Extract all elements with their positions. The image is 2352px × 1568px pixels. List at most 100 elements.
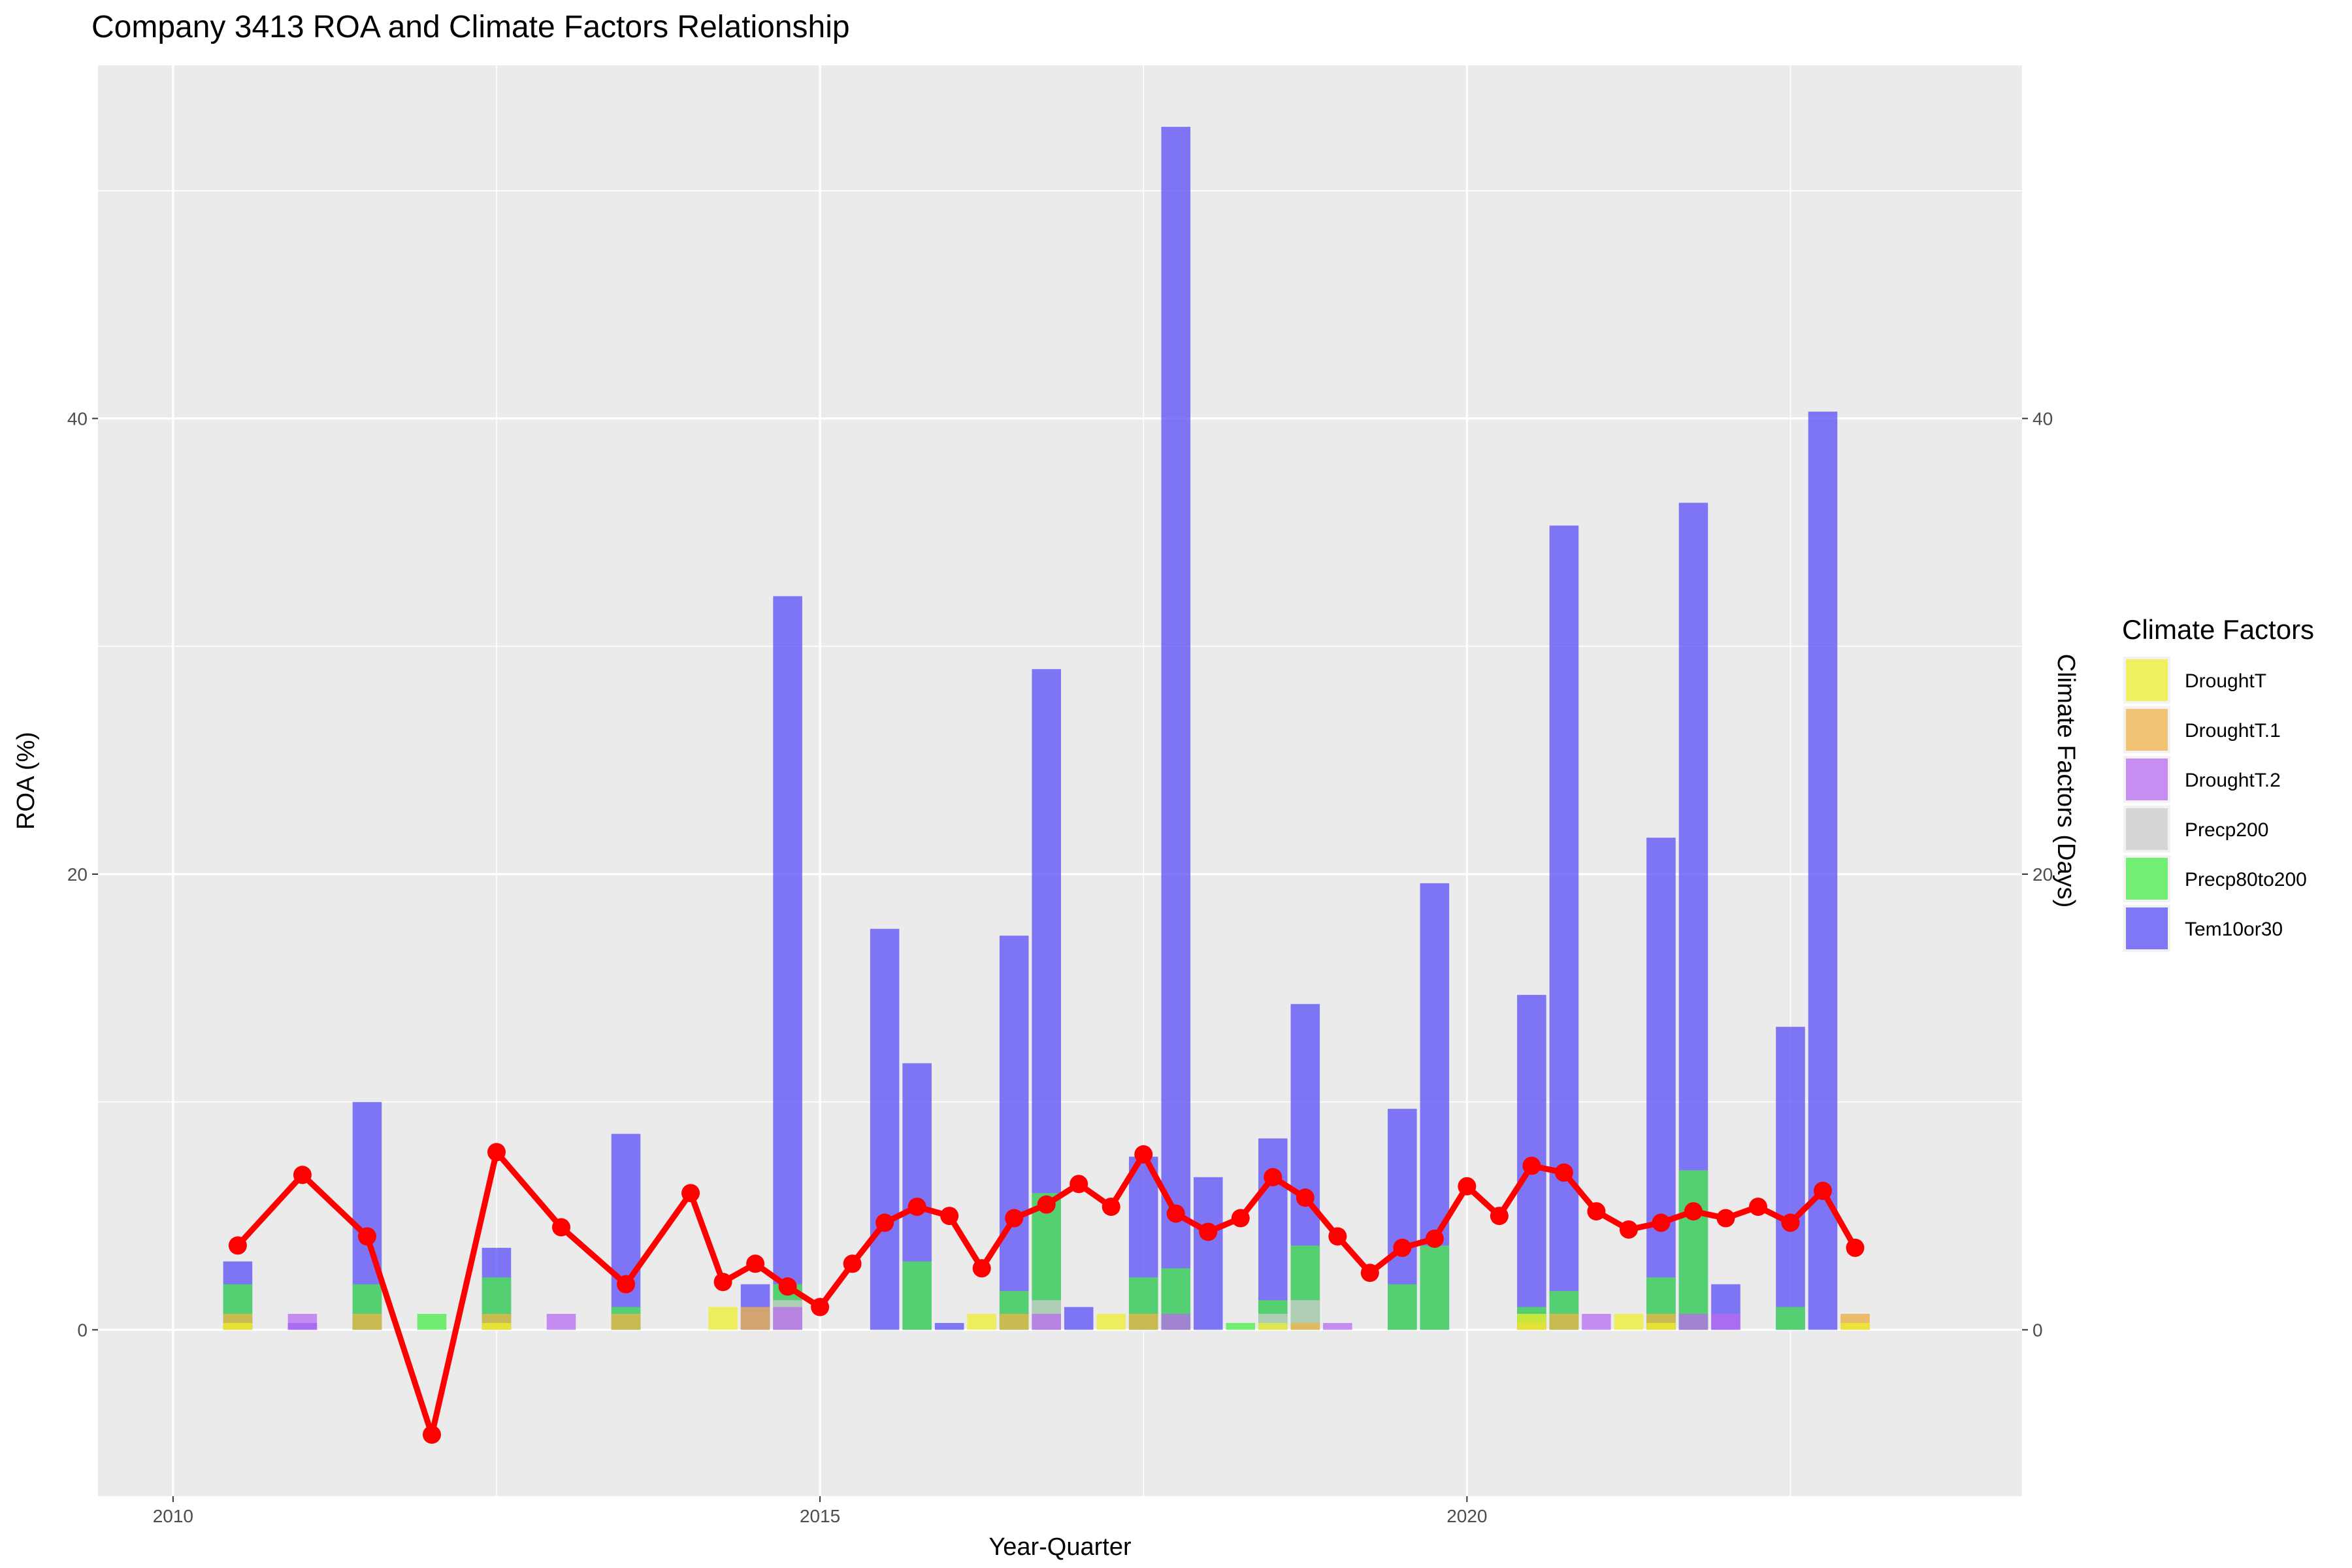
bar-droughtt	[1614, 1314, 1644, 1330]
legend-swatch	[2126, 709, 2168, 751]
roa-point	[1652, 1213, 1671, 1232]
bar-tem10or30	[1646, 838, 1676, 1330]
bar-droughtt	[1646, 1322, 1676, 1330]
roa-point	[1005, 1209, 1024, 1228]
bar-precp80to200	[902, 1261, 932, 1330]
roa-point	[422, 1425, 441, 1444]
roa-point	[617, 1275, 636, 1294]
y-right-axis-title: Climate Factors (Days)	[2052, 654, 2080, 908]
legend-swatch	[2126, 659, 2168, 701]
bar-droughtt-2	[1032, 1314, 1061, 1330]
legend-swatch	[2126, 858, 2168, 900]
x-axis-title: Year-Quarter	[988, 1533, 1132, 1561]
bar-droughtt-1	[352, 1314, 382, 1330]
roa-point	[293, 1166, 312, 1184]
roa-point	[1814, 1181, 1833, 1200]
bar-tem10or30	[934, 1322, 964, 1330]
roa-point	[713, 1273, 732, 1292]
roa-point	[228, 1236, 247, 1255]
roa-point	[907, 1198, 926, 1217]
bar-droughtt	[708, 1307, 738, 1330]
bar-tem10or30	[1161, 127, 1191, 1330]
roa-point	[875, 1213, 894, 1232]
bar-droughtt-2	[1678, 1314, 1708, 1330]
bar-droughtt-1	[1290, 1322, 1320, 1330]
bar-precp80to200	[1388, 1284, 1417, 1330]
bar-precp80to200	[1226, 1322, 1256, 1330]
y-left-tick-label: 0	[77, 1320, 88, 1340]
roa-point	[1166, 1204, 1185, 1223]
bar-droughtt-2	[1161, 1314, 1191, 1330]
roa-line-layer	[228, 1143, 1865, 1444]
roa-point	[1199, 1222, 1218, 1241]
roa-point	[1070, 1175, 1088, 1194]
roa-point	[1328, 1227, 1347, 1246]
roa-point	[1037, 1195, 1056, 1214]
roa-point	[1684, 1202, 1703, 1221]
bar-droughtt-2	[1323, 1322, 1352, 1330]
y-left-axis-title: ROA (%)	[12, 732, 40, 830]
roa-point	[1587, 1202, 1606, 1221]
roa-point	[1716, 1209, 1735, 1228]
bar-droughtt-2	[287, 1314, 318, 1330]
legend-label: Tem10or30	[2185, 919, 2283, 940]
roa-point	[778, 1277, 797, 1296]
roa-point	[811, 1298, 830, 1316]
y-right-tick-label: 40	[2033, 409, 2053, 429]
legend-label: DroughtT.1	[2185, 720, 2281, 742]
roa-point	[1231, 1209, 1250, 1228]
legend-swatch	[2126, 808, 2168, 850]
bar-droughtt-2	[546, 1314, 576, 1330]
roa-point	[1490, 1207, 1509, 1226]
roa-point	[746, 1254, 765, 1273]
bar-tem10or30	[773, 596, 802, 1330]
roa-point	[1554, 1163, 1573, 1182]
roa-point	[1781, 1213, 1800, 1232]
bar-droughtt	[223, 1322, 253, 1330]
bar-tem10or30	[1776, 1026, 1805, 1330]
roa-point	[681, 1184, 700, 1203]
bar-droughtt	[967, 1314, 996, 1330]
bar-droughtt	[1258, 1322, 1288, 1330]
bar-droughtt-1	[999, 1314, 1029, 1330]
bar-droughtt	[1096, 1314, 1126, 1330]
bar-tem10or30	[1064, 1307, 1094, 1330]
bar-droughtt-1	[740, 1307, 770, 1330]
roa-point	[1134, 1145, 1153, 1164]
y-left-tick-label: 40	[67, 409, 88, 429]
bar-precp80to200	[1420, 1245, 1450, 1330]
roa-point	[1425, 1229, 1444, 1248]
bar-droughtt-1	[1128, 1314, 1158, 1330]
roa-point	[843, 1254, 862, 1273]
roa-point	[1846, 1238, 1865, 1257]
bar-tem10or30	[611, 1134, 641, 1330]
roa-point	[552, 1218, 571, 1237]
bar-precp80to200	[1776, 1307, 1805, 1330]
bar-precp80to200	[417, 1314, 447, 1330]
legend-label: Precp200	[2185, 819, 2268, 841]
roa-point	[1522, 1156, 1541, 1175]
roa-point	[1393, 1238, 1412, 1257]
bar-droughtt	[482, 1322, 512, 1330]
bar-droughtt-2	[1582, 1314, 1611, 1330]
legend: Climate Factors DroughtT DroughtT.1 Drought…	[2122, 614, 2314, 952]
legend-label: Precp80to200	[2185, 869, 2307, 890]
bar-precp80to200	[1678, 1170, 1708, 1330]
roa-point	[1102, 1198, 1120, 1217]
bar-tem10or30	[1193, 1177, 1223, 1330]
bar-droughtt-1	[611, 1314, 641, 1330]
chart-title: Company 3413 ROA and Climate Factors Rel…	[91, 10, 850, 44]
roa-point	[1296, 1188, 1315, 1207]
roa-point	[1748, 1198, 1767, 1217]
bar-droughtt	[1840, 1322, 1870, 1330]
bar-tem10or30	[999, 936, 1029, 1330]
bar-tem10or30	[870, 928, 900, 1330]
y-right-tick-label: 0	[2033, 1320, 2043, 1340]
x-tick-label: 2010	[153, 1506, 193, 1526]
legend-title: Climate Factors	[2122, 614, 2314, 645]
y-left-tick-label: 20	[67, 864, 88, 885]
legend-label: DroughtT.2	[2185, 770, 2281, 791]
roa-point	[972, 1259, 991, 1278]
